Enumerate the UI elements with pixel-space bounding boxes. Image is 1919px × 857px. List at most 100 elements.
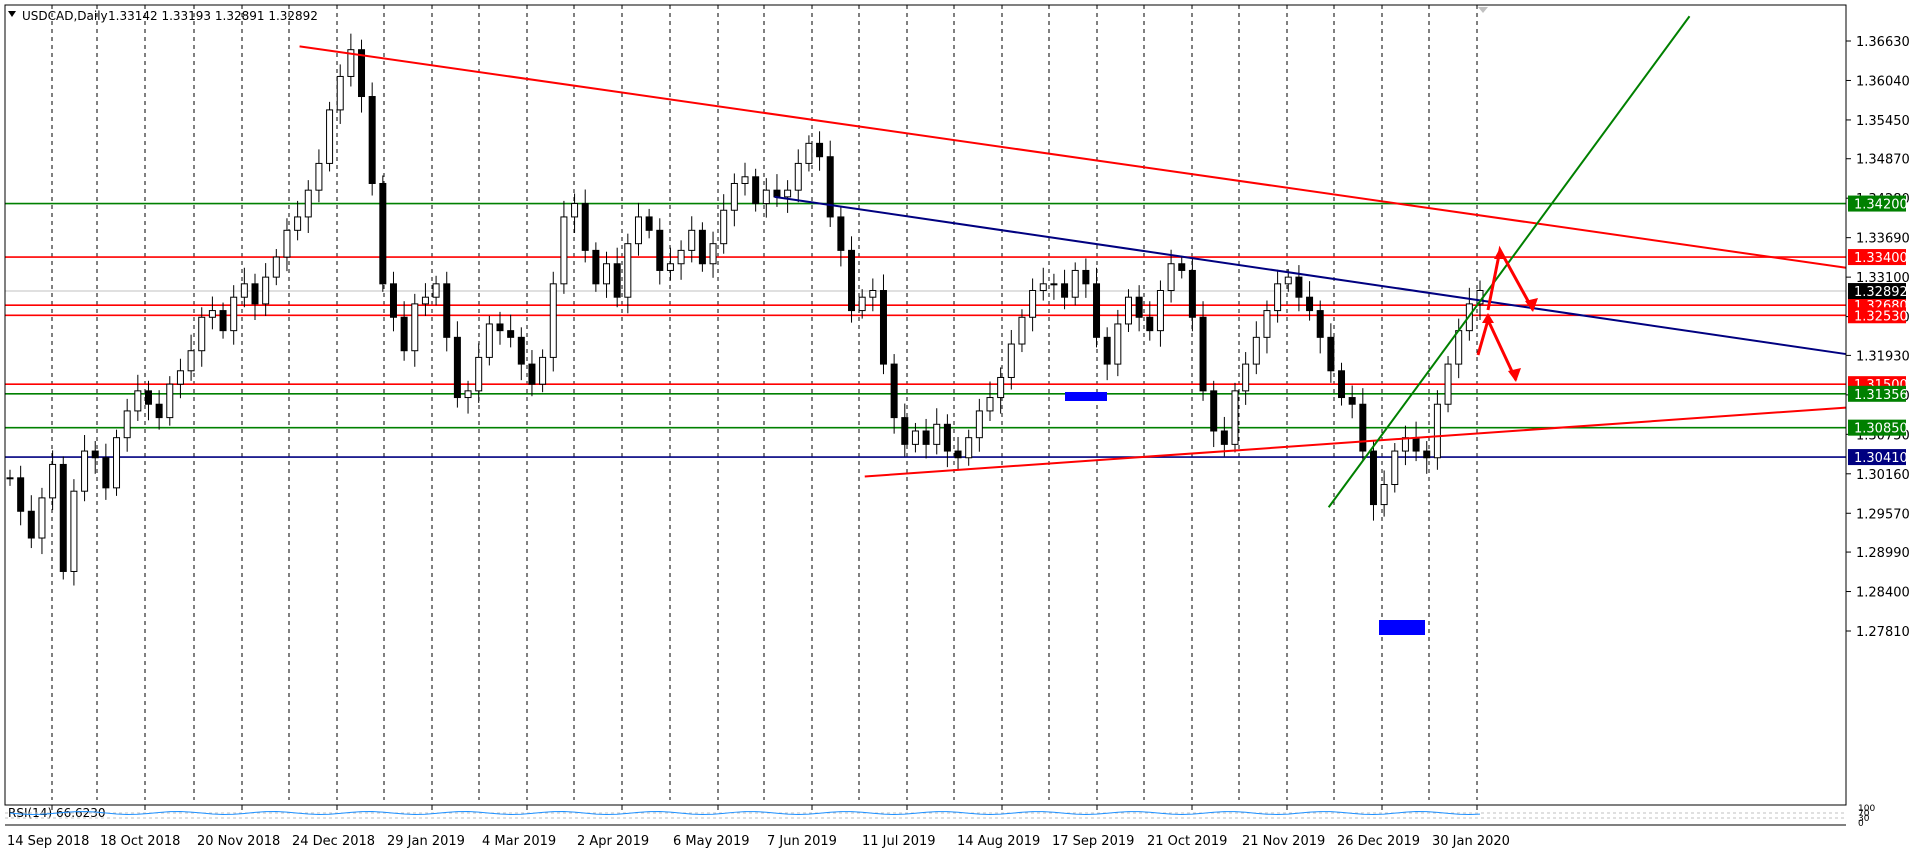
candle-body	[730, 182, 738, 211]
candle-body	[1433, 403, 1441, 459]
candle-body	[6, 477, 14, 480]
candle-body	[464, 390, 472, 399]
candle-body	[539, 356, 547, 385]
candle-body	[624, 243, 632, 298]
ohlc-label: 1.33142 1.33193 1.32891 1.32892	[108, 9, 318, 23]
candle-body	[336, 75, 344, 111]
y-tick-label: 1.29570	[1856, 507, 1910, 522]
candle-body	[1167, 263, 1175, 292]
horizontal-levels	[5, 202, 1846, 458]
level-price-label: 1.33400	[1854, 251, 1908, 266]
x-tick-label: 17 Sep 2019	[1052, 834, 1134, 849]
candle-body	[1188, 269, 1196, 318]
x-tick-label: 29 Jan 2019	[387, 834, 465, 849]
candle-body	[347, 49, 355, 77]
candle-body	[113, 437, 121, 489]
candle-body	[208, 310, 216, 318]
candle-body	[656, 229, 664, 271]
chart-header: USDCAD,Daily 1.33142 1.33193 1.32891 1.3…	[8, 7, 1488, 23]
candle-body	[1412, 437, 1420, 452]
level-price-label: 1.31356	[1854, 388, 1908, 403]
candle-body	[304, 189, 312, 218]
candle-body	[848, 249, 856, 312]
y-tick-label: 1.35450	[1856, 114, 1910, 129]
candle-body	[198, 316, 206, 352]
blue-support-box	[1065, 392, 1107, 401]
candle-body	[1093, 283, 1101, 338]
candle-body	[1242, 363, 1250, 392]
candle-body	[549, 283, 557, 358]
candle-body	[1220, 430, 1228, 445]
chart-shift-marker-icon[interactable]	[1478, 7, 1488, 13]
symbol-label: USDCAD,Daily	[22, 9, 108, 23]
candle-body	[943, 423, 951, 452]
x-tick-label: 7 Jun 2019	[767, 834, 837, 849]
candle-body	[1007, 343, 1015, 378]
candle-body	[784, 189, 792, 198]
axes: 14 Sep 2018 18 Oct 2018 20 Nov 2018 24 Dec …	[4, 4, 1910, 849]
candle-body	[91, 450, 99, 459]
candle-body	[890, 363, 898, 419]
level-price-label: 1.30850	[1854, 422, 1908, 437]
candle-body	[688, 229, 696, 251]
arrow-head-upper	[1525, 298, 1538, 312]
candle-body	[1018, 316, 1026, 345]
candle-body	[858, 296, 866, 312]
candle-body	[507, 330, 515, 338]
candle-body	[1061, 283, 1069, 298]
candle-body	[1444, 363, 1452, 405]
menu-triangle-icon[interactable]	[8, 11, 16, 17]
candle-body	[443, 283, 451, 338]
annotations	[1065, 245, 1538, 635]
candle-body	[709, 243, 717, 265]
level-price-box	[1848, 249, 1906, 266]
x-tick-label: 14 Aug 2019	[957, 834, 1040, 849]
candle-body	[560, 216, 568, 285]
x-tick-label: 21 Oct 2019	[1147, 834, 1227, 849]
y-tick-label: 1.33690	[1856, 232, 1910, 247]
candle-body	[517, 336, 525, 365]
arrow-head-lower	[1508, 368, 1521, 382]
trendline	[1327, 15, 1691, 508]
candle-body	[166, 383, 174, 419]
candle-body	[496, 323, 504, 332]
candle-body	[411, 303, 419, 352]
candle-body	[272, 256, 280, 278]
candle-body	[1135, 296, 1143, 318]
candle-body	[666, 263, 674, 271]
candle-body	[1039, 283, 1047, 292]
candle-body	[81, 450, 89, 492]
last-price-box	[1848, 283, 1906, 300]
candle-body	[1146, 316, 1154, 332]
candle-body	[1114, 323, 1122, 365]
candle-body	[592, 249, 600, 285]
candle-body	[240, 283, 248, 298]
level-price-label: 1.32530	[1854, 309, 1908, 324]
candle-body	[645, 216, 653, 231]
candle-body	[773, 189, 781, 198]
candle-body	[1455, 330, 1463, 365]
candle-body	[805, 142, 813, 164]
candle-body	[27, 510, 35, 539]
x-tick-label: 20 Nov 2018	[197, 834, 280, 849]
trendline	[299, 45, 1847, 269]
candle-body	[432, 283, 440, 298]
x-tick-label: 21 Nov 2019	[1242, 834, 1325, 849]
candle-body	[123, 410, 131, 439]
candle-body	[475, 356, 483, 392]
candle-body	[901, 417, 909, 445]
candle-body	[698, 229, 706, 265]
candle-body	[1338, 370, 1346, 399]
candle-body	[134, 390, 142, 412]
candle-body	[485, 323, 493, 358]
y-tick-label: 1.30160	[1856, 468, 1910, 483]
candle-body	[869, 290, 877, 298]
y-tick-label: 1.36630	[1856, 35, 1910, 50]
candle-body	[230, 296, 238, 332]
rsi-level-label: 30	[1858, 814, 1870, 824]
candle-body	[762, 189, 770, 205]
candle-body	[1274, 283, 1282, 312]
candle-body	[571, 203, 579, 218]
candle-body	[1295, 276, 1303, 298]
